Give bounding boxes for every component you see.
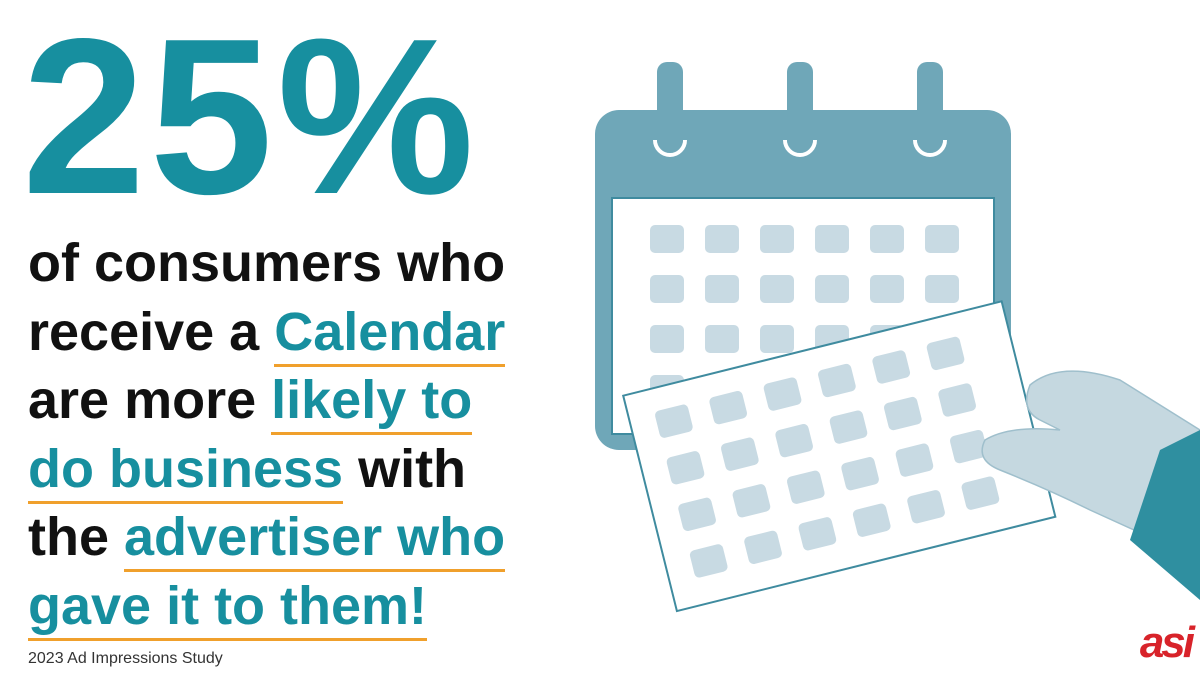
- logo: asi: [1139, 618, 1195, 667]
- statement: of consumers who receive a Calendar are mo…: [28, 232, 506, 644]
- statement-line: gave it to them!: [28, 575, 505, 644]
- statement-line: receive a Calendar: [28, 301, 506, 370]
- emphasis-text: do business: [28, 438, 344, 504]
- emphasis-text: advertiser who: [124, 507, 506, 572]
- emphasis-text: gave it to them!: [28, 575, 428, 641]
- text: receive a: [28, 301, 275, 362]
- statement-line: are more likely to: [28, 369, 505, 438]
- statement-line: the advertiser who: [28, 506, 506, 575]
- text: are more: [28, 370, 272, 430]
- headline: 25%: [22, 0, 479, 241]
- statement-line: of consumers who: [28, 232, 505, 301]
- statement-line: do business with: [28, 438, 505, 507]
- emphasis-text: likely to: [271, 370, 473, 435]
- text: the: [28, 507, 125, 567]
- source: 2023 Ad Impressions Study: [28, 650, 223, 667]
- text: with: [343, 438, 467, 499]
- text: of consumers who: [28, 233, 506, 293]
- emphasis-text: Calendar: [274, 301, 506, 367]
